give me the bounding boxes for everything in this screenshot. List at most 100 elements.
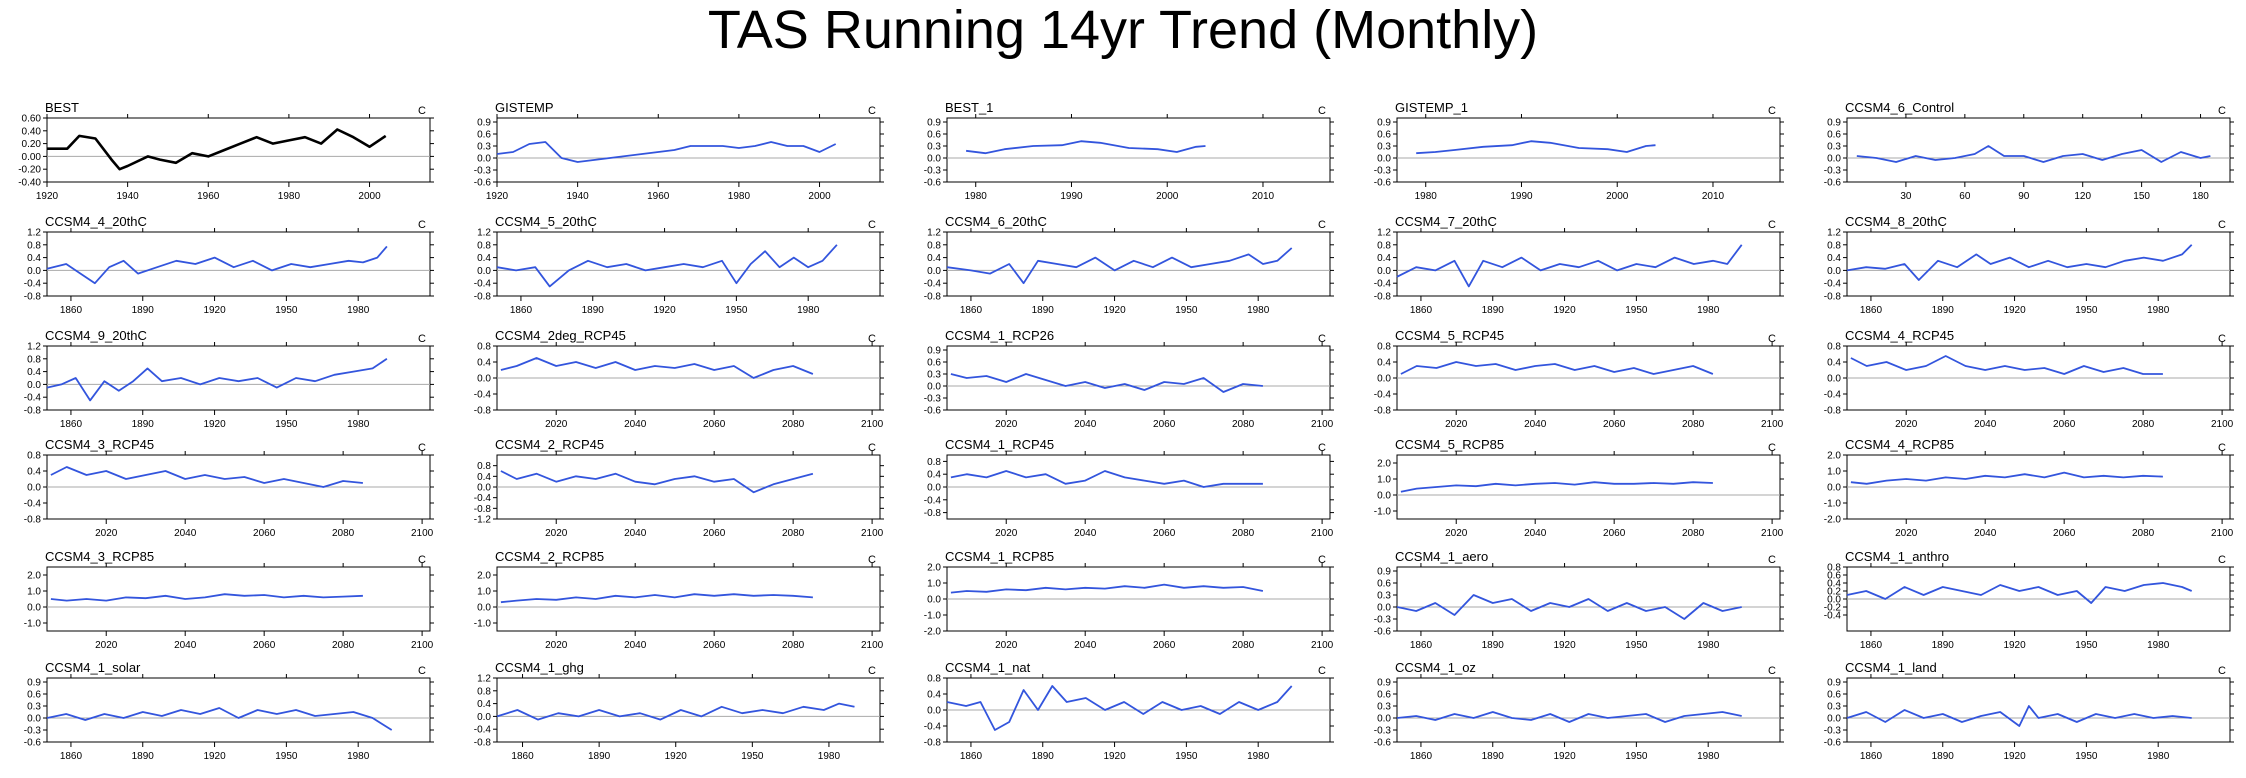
unit-label: C (868, 333, 876, 345)
x-tick-label: 1860 (960, 305, 983, 316)
y-tick-label: 0.4 (927, 470, 941, 481)
plot-frame (946, 345, 1331, 411)
y-tick-label: -0.6 (1824, 178, 1842, 189)
unit-label: C (1318, 665, 1326, 677)
x-tick-label: 2020 (95, 640, 118, 651)
x-tick-label: 2040 (624, 419, 647, 430)
y-tick-label: -0.20 (18, 165, 41, 176)
y-tick-label: 0.0 (27, 380, 41, 391)
y-tick-label: 1.0 (1377, 475, 1391, 486)
x-tick-label: 2060 (2053, 528, 2076, 539)
y-tick-label: 1.2 (27, 228, 41, 239)
series-line (1396, 244, 1743, 288)
y-tick-label: 0.8 (927, 240, 941, 251)
x-tick-label: 1950 (741, 751, 764, 762)
x-tick-label: 2020 (545, 640, 568, 651)
y-tick-label: -0.4 (24, 499, 42, 510)
y-tick-label: -0.8 (24, 406, 42, 417)
x-tick-label: 2020 (995, 419, 1018, 430)
x-tick-label: 1860 (510, 305, 533, 316)
x-tick-label: 2000 (1606, 191, 1629, 202)
y-tick-label: 1.2 (1377, 228, 1391, 239)
x-tick-label: 1920 (2003, 751, 2026, 762)
y-tick-label: -0.4 (24, 279, 42, 290)
y-tick-label: -0.4 (1374, 279, 1392, 290)
y-tick-label: 0.6 (927, 130, 941, 141)
series-line (965, 140, 1206, 155)
unit-label: C (1768, 333, 1776, 345)
unit-label: C (418, 554, 426, 566)
y-tick-label: -0.6 (1374, 178, 1392, 189)
series-line (950, 470, 1263, 488)
series-line (496, 702, 855, 721)
x-tick-label: 60 (1959, 191, 1971, 202)
x-tick-label: 1980 (278, 191, 301, 202)
x-tick-label: 2060 (1153, 640, 1176, 651)
panel-title: CCSM4_4_RCP45 (1845, 328, 1954, 343)
y-tick-label: 0.4 (27, 367, 41, 378)
x-tick-label: 1940 (117, 191, 140, 202)
y-tick-label: -1.0 (1374, 507, 1392, 518)
x-tick-label: 2080 (332, 528, 355, 539)
y-tick-label: -1.0 (924, 611, 942, 622)
plot-frame (46, 566, 431, 632)
x-tick-label: 2040 (174, 640, 197, 651)
x-tick-label: 1890 (1482, 305, 1505, 316)
x-tick-label: 1950 (1625, 640, 1648, 651)
series-line (500, 470, 814, 494)
x-tick-label: 2040 (1974, 528, 1997, 539)
x-tick-label: 1890 (1482, 751, 1505, 762)
y-tick-label: -1.0 (1824, 499, 1842, 510)
y-tick-label: 0.0 (27, 266, 41, 277)
unit-label: C (1768, 105, 1776, 117)
y-tick-label: 1.2 (27, 342, 41, 353)
series-line (46, 245, 388, 285)
y-tick-label: 0.8 (477, 342, 491, 353)
x-tick-label: 2060 (1153, 528, 1176, 539)
y-tick-label: 0.9 (1827, 118, 1841, 129)
x-tick-label: 2040 (1074, 419, 1097, 430)
x-tick-label: 1980 (1247, 751, 1270, 762)
y-tick-label: -0.3 (924, 394, 942, 405)
panel-title: CCSM4_1_RCP85 (945, 549, 1054, 564)
y-tick-label: 0.0 (1377, 491, 1391, 502)
y-tick-label: 0.3 (1377, 142, 1391, 153)
panel-title: CCSM4_5_20thC (495, 214, 597, 229)
y-tick-label: 0.4 (1827, 358, 1841, 369)
x-tick-label: 1980 (1697, 751, 1720, 762)
y-tick-label: 0.6 (1827, 571, 1841, 582)
series-line (1416, 140, 1656, 155)
plot-frame (1396, 117, 1781, 183)
y-tick-label: 0.3 (1827, 702, 1841, 713)
y-tick-label: 0.4 (1377, 253, 1391, 264)
x-tick-label: 1860 (1860, 640, 1883, 651)
x-tick-label: 1920 (486, 191, 509, 202)
panel-title: BEST_1 (945, 100, 993, 115)
x-tick-label: 2080 (1232, 640, 1255, 651)
x-tick-label: 1960 (647, 191, 670, 202)
y-tick-label: -0.4 (924, 279, 942, 290)
plot-frame (1396, 231, 1781, 297)
y-tick-label: 0.8 (927, 674, 941, 685)
x-tick-label: 2000 (808, 191, 831, 202)
y-tick-label: 2.0 (927, 563, 941, 574)
x-tick-label: 150 (2133, 191, 2150, 202)
x-tick-label: 2060 (1603, 528, 1626, 539)
y-tick-label: 0.3 (927, 142, 941, 153)
x-tick-label: 2100 (1311, 419, 1334, 430)
x-tick-label: 1920 (203, 751, 226, 762)
x-tick-label: 1920 (1553, 305, 1576, 316)
x-tick-label: 120 (2074, 191, 2091, 202)
panel-title: CCSM4_2_RCP85 (495, 549, 604, 564)
x-tick-label: 2040 (1074, 640, 1097, 651)
x-tick-label: 2080 (782, 528, 805, 539)
x-tick-label: 1890 (588, 751, 611, 762)
x-tick-label: 1940 (567, 191, 590, 202)
series-line (946, 247, 1293, 285)
y-tick-label: -0.8 (24, 515, 42, 526)
y-tick-label: 0.0 (1827, 483, 1841, 494)
x-tick-label: 1980 (2147, 751, 2170, 762)
y-tick-label: 0.0 (927, 382, 941, 393)
y-tick-label: -0.4 (474, 725, 492, 736)
series-line (946, 685, 1293, 731)
